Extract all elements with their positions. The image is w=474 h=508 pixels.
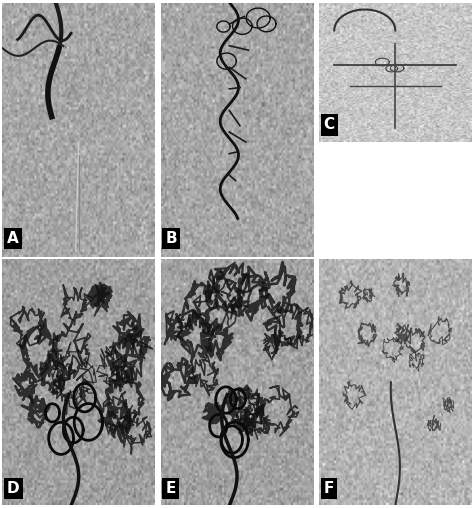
Text: D: D: [7, 481, 19, 496]
Text: E: E: [165, 481, 176, 496]
Text: C: C: [324, 117, 335, 133]
Text: B: B: [165, 231, 177, 246]
Text: A: A: [7, 231, 18, 246]
Text: F: F: [324, 481, 334, 496]
